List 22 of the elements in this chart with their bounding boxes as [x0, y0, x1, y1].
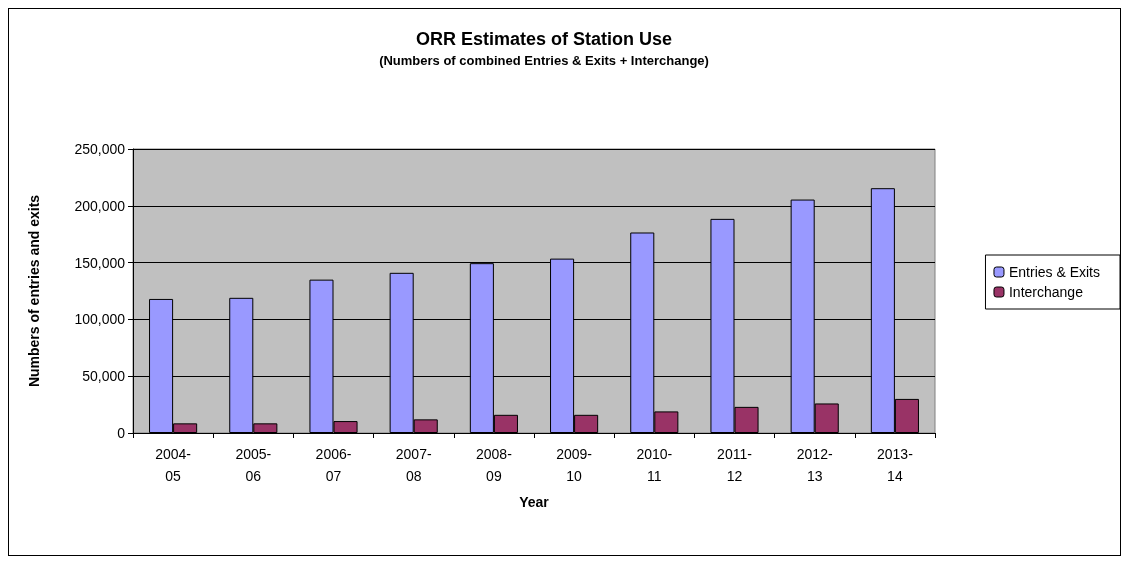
y-tick-label: 50,000 [82, 368, 126, 385]
y-tick-label: 200,000 [74, 197, 126, 214]
y-axis-title: Numbers of entries and exits [26, 194, 42, 388]
x-tick-label: 2007- 08 [395, 446, 432, 484]
x-tick-label: 2009- 10 [556, 446, 593, 484]
x-tick-label: 2011- 12 [717, 446, 753, 484]
chart-title: ORR Estimates of Station Use [415, 29, 673, 49]
x-tick-label: 2005- 06 [235, 446, 272, 484]
legend-label: Interchange [1008, 284, 1084, 300]
y-tick-label: 150,000 [74, 254, 126, 271]
x-tick-label: 2004- 05 [155, 446, 192, 484]
y-tick-label: 100,000 [74, 311, 126, 328]
y-tick-label: 250,000 [74, 141, 126, 157]
x-tick-label: 2008- 09 [475, 446, 513, 484]
x-tick-label: 2012- 13 [796, 446, 833, 484]
legend-label: Entries & Exits [1008, 264, 1100, 280]
x-tick-label: 2010- 11 [636, 446, 673, 484]
x-tick-label: 2013- 14 [876, 446, 914, 484]
y-tick-label: 0 [117, 425, 126, 441]
x-axis-title: Year [519, 494, 550, 510]
chart-subtitle: (Numbers of combined Entries & Exits + Interchange) [379, 53, 709, 68]
x-tick-label: 2006- 07 [315, 446, 352, 484]
